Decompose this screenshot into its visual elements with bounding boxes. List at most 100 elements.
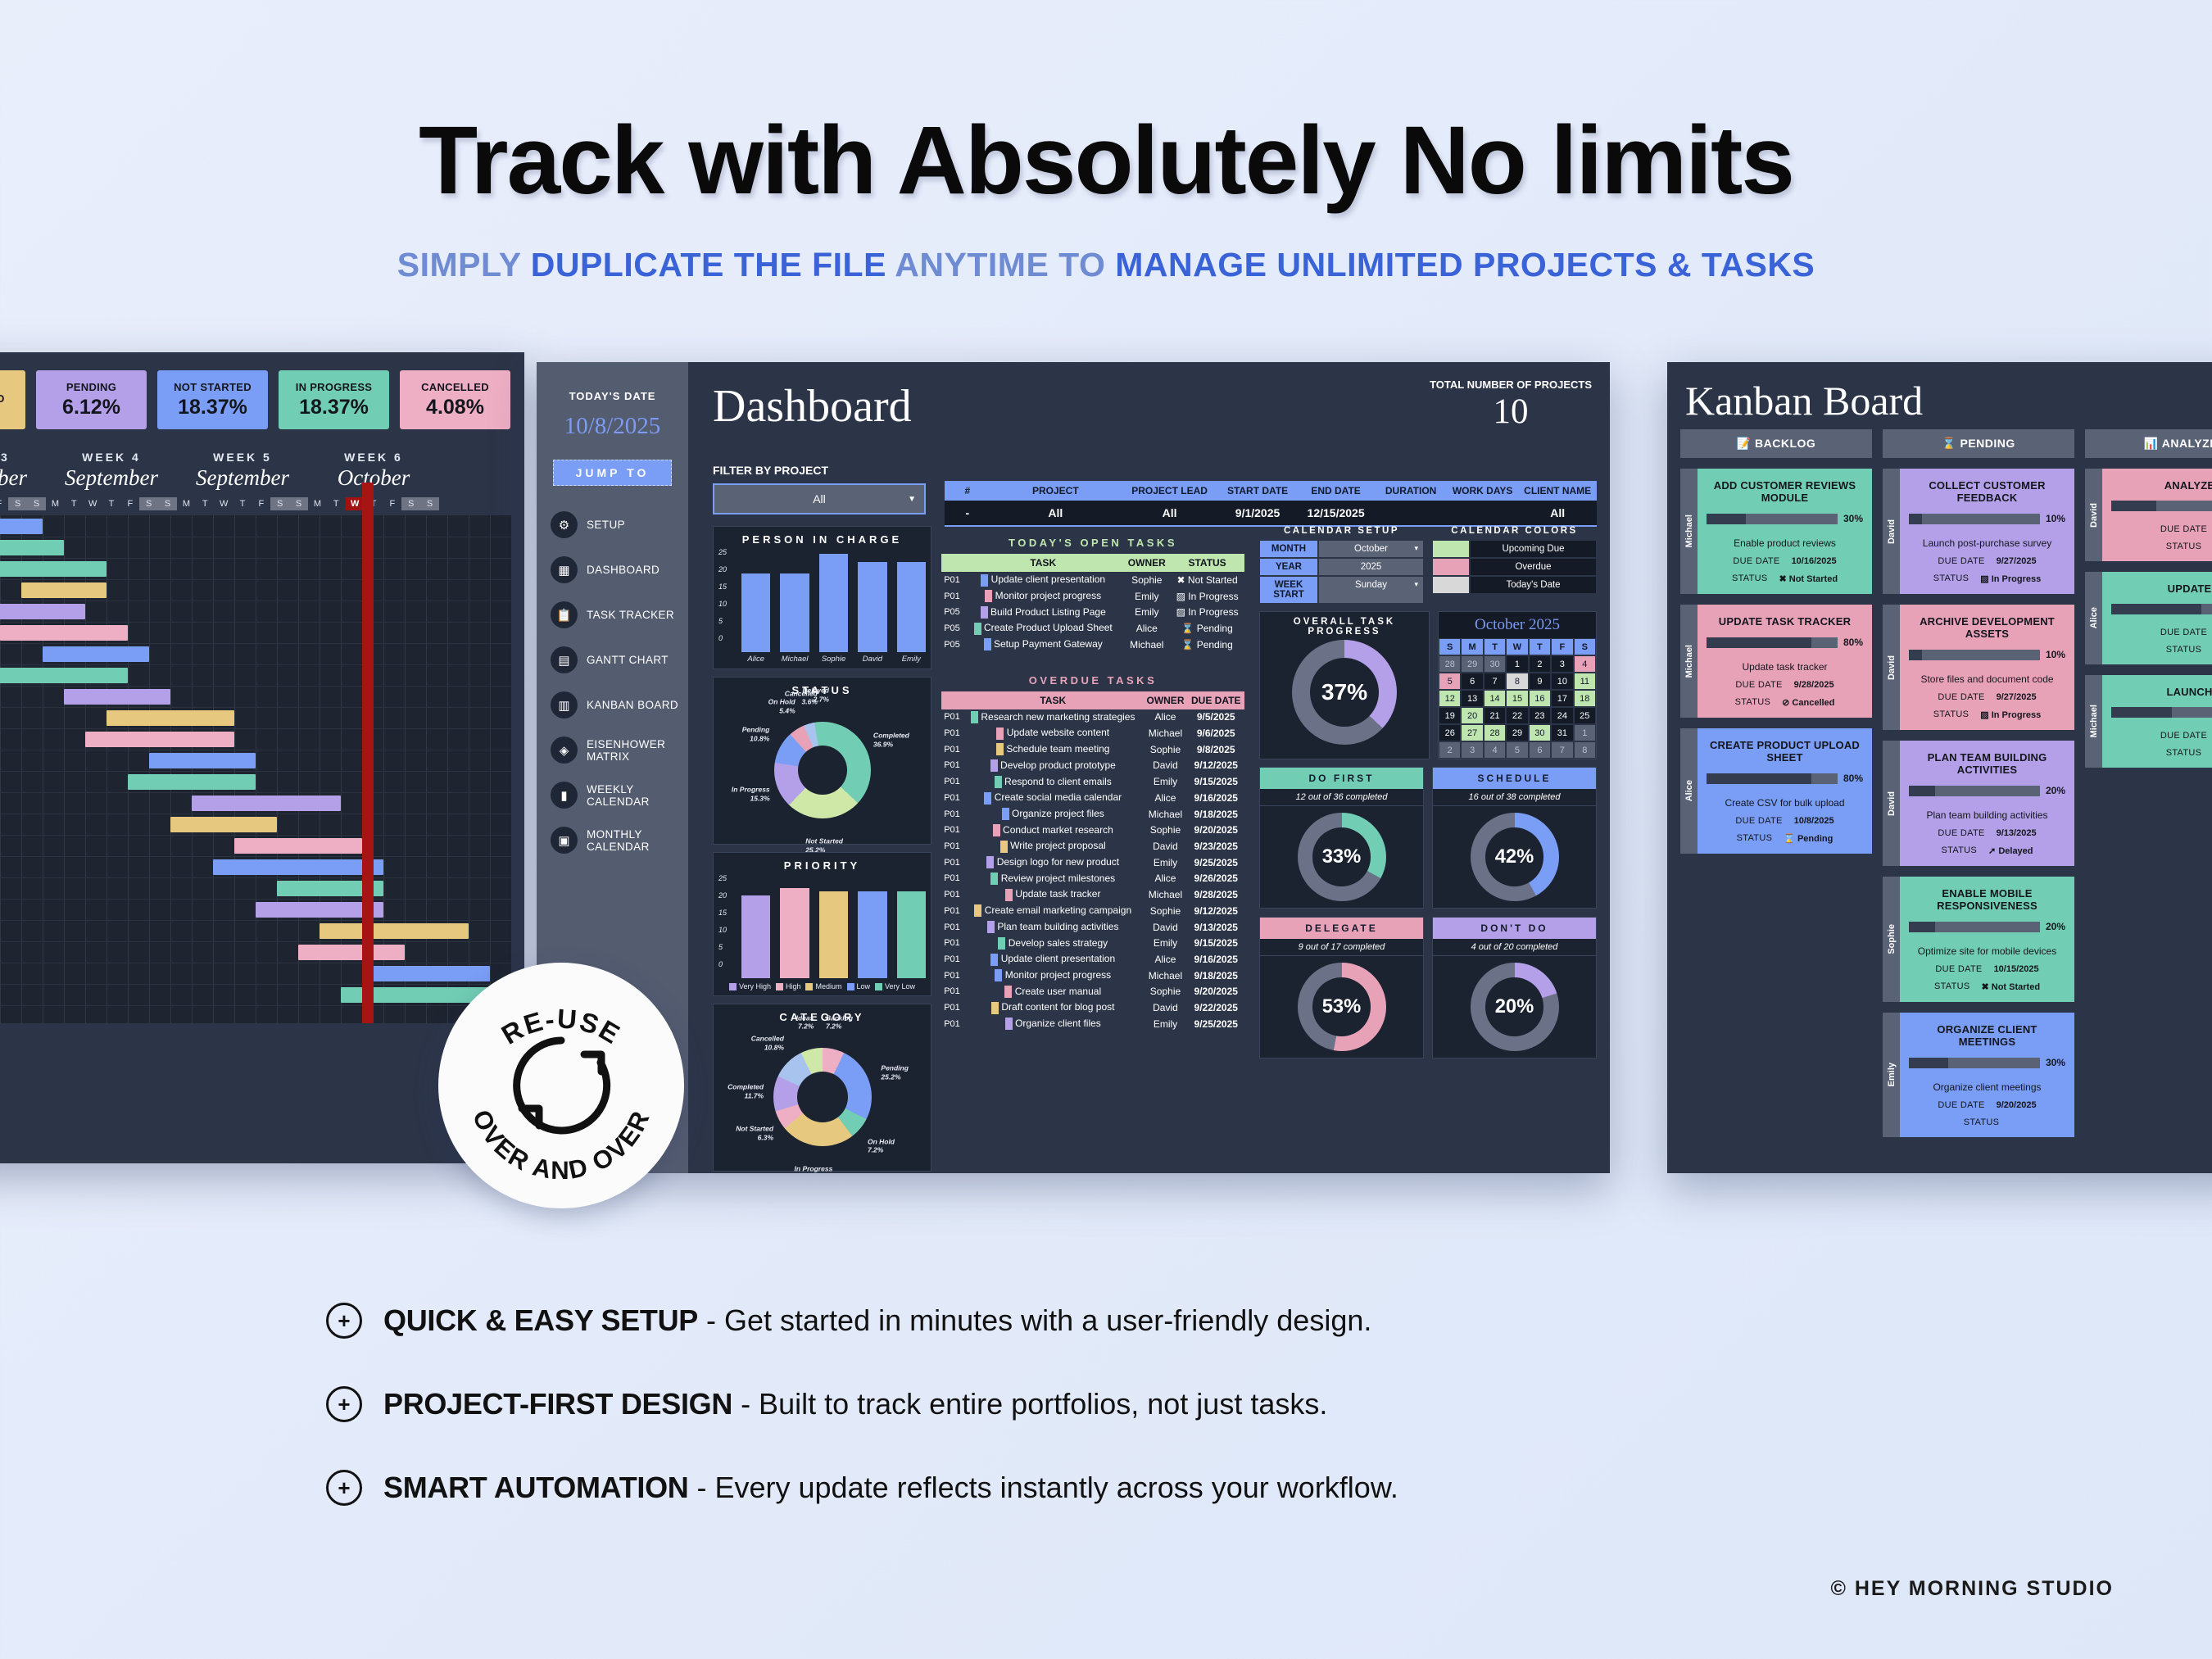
- kanban-columns[interactable]: 📝 BACKLOG Michael ADD CUSTOMER REVIEWS MOD…: [1667, 429, 2212, 1137]
- card-body[interactable]: ANALYZE DUE DATE STATUS: [2102, 469, 2212, 561]
- calendar-day[interactable]: 30: [1528, 724, 1552, 741]
- calendar-day[interactable]: 1: [1506, 655, 1529, 673]
- kanban-card[interactable]: David ANALYZE DUE DATE STATUS: [2085, 469, 2212, 561]
- calendar-day[interactable]: 7: [1551, 741, 1574, 759]
- gantt-bar[interactable]: [256, 902, 383, 918]
- calendar-day[interactable]: 24: [1551, 707, 1574, 724]
- card-body[interactable]: PLAN TEAM BUILDING ACTIVITIES 20% Plan tea…: [1900, 741, 2074, 866]
- calendar-day[interactable]: 28: [1439, 655, 1462, 673]
- calendar-day[interactable]: 28: [1483, 724, 1507, 741]
- kanban-column[interactable]: 📝 BACKLOG Michael ADD CUSTOMER REVIEWS MOD…: [1680, 429, 1872, 1137]
- gantt-bar[interactable]: [170, 817, 277, 832]
- card-body[interactable]: UPDATE DUE DATE STATUS: [2102, 572, 2212, 664]
- gantt-bar[interactable]: [107, 710, 234, 726]
- calendar-day[interactable]: 1: [1573, 724, 1596, 741]
- calendar-day[interactable]: 23: [1528, 707, 1552, 724]
- gantt-chart-panel[interactable]: COMPLETEDPENDING6.12%NOT STARTED18.37%IN…: [0, 352, 524, 1163]
- calendar-day[interactable]: 26: [1439, 724, 1462, 741]
- card-body[interactable]: ARCHIVE DEVELOPMENT ASSETS 10% Store files…: [1900, 605, 2074, 730]
- calendar-day[interactable]: 8: [1506, 673, 1529, 690]
- setup-row[interactable]: WEEK START Sunday ▾: [1259, 576, 1424, 604]
- month-calendar[interactable]: October 2025 S M T W T F S 28 29 30 1 2 3 4 5 6 7 8 9 10 11 1…: [1438, 611, 1597, 759]
- sidebar-item-eisenhower-matrix[interactable]: ◈ EISENHOWER MATRIX: [537, 728, 688, 773]
- setup-row[interactable]: MONTH October ▾: [1259, 540, 1424, 558]
- calendar-day[interactable]: 5: [1506, 741, 1529, 759]
- calendar-day[interactable]: 29: [1461, 655, 1484, 673]
- calendar-day[interactable]: 20: [1461, 707, 1484, 724]
- jump-to-button[interactable]: JUMP TO: [553, 460, 672, 486]
- setup-value[interactable]: October ▾: [1318, 540, 1424, 558]
- card-body[interactable]: ADD CUSTOMER REVIEWS MODULE 30% Enable pro…: [1698, 469, 1872, 594]
- kanban-card[interactable]: David COLLECT CUSTOMER FEEDBACK 10% Launch …: [1883, 469, 2074, 594]
- setup-value[interactable]: 2025: [1318, 558, 1424, 576]
- sidebar-item-task-tracker[interactable]: 📋 TASK TRACKER: [537, 592, 688, 637]
- calendar-day[interactable]: 19: [1439, 707, 1462, 724]
- kanban-card[interactable]: Sophie ENABLE MOBILE RESPONSIVENESS 20% Opt…: [1883, 877, 2074, 1002]
- gantt-timeline-grid[interactable]: [0, 483, 511, 1023]
- calendar-day[interactable]: 2: [1528, 655, 1552, 673]
- gantt-bar[interactable]: [43, 646, 149, 662]
- gantt-bar[interactable]: [320, 923, 469, 939]
- dashboard-panel[interactable]: HEY MORNING STUDIO TODAY'S DATE 10/8/202…: [537, 362, 1610, 1173]
- calendar-day[interactable]: 8: [1573, 741, 1596, 759]
- sidebar-item-monthly-calendar[interactable]: ▣ MONTHLY CALENDAR: [537, 818, 688, 863]
- setup-row[interactable]: YEAR 2025: [1259, 558, 1424, 576]
- card-body[interactable]: COLLECT CUSTOMER FEEDBACK 10% Launch post-…: [1900, 469, 2074, 594]
- calendar-day[interactable]: 11: [1573, 673, 1596, 690]
- calendar-day[interactable]: 27: [1461, 724, 1484, 741]
- sidebar-item-setup[interactable]: ⚙ SETUP: [537, 502, 688, 547]
- calendar-day[interactable]: 29: [1506, 724, 1529, 741]
- calendar-day[interactable]: 14: [1483, 690, 1507, 707]
- gantt-bar[interactable]: [0, 668, 128, 683]
- kanban-card[interactable]: Alice UPDATE DUE DATE STATUS: [2085, 572, 2212, 664]
- calendar-day[interactable]: 4: [1573, 655, 1596, 673]
- calendar-day[interactable]: 12: [1439, 690, 1462, 707]
- kanban-column[interactable]: 📊 ANALYZE David ANALYZE DUE DATE STATUS Alice…: [2085, 429, 2212, 1137]
- calendar-day[interactable]: 25: [1573, 707, 1596, 724]
- gantt-bar[interactable]: [64, 689, 170, 705]
- calendar-day[interactable]: 13: [1461, 690, 1484, 707]
- gantt-bar[interactable]: [149, 753, 256, 768]
- calendar-day[interactable]: 16: [1528, 690, 1552, 707]
- kanban-card[interactable]: Michael ADD CUSTOMER REVIEWS MODULE 30% Ena…: [1680, 469, 1872, 594]
- calendar-day[interactable]: 2: [1439, 741, 1462, 759]
- calendar-day[interactable]: 21: [1483, 707, 1507, 724]
- calendar-day[interactable]: 10: [1551, 673, 1574, 690]
- filter-by-project-select[interactable]: All ▼: [713, 483, 926, 514]
- card-body[interactable]: LAUNCH DUE DATE STATUS: [2102, 675, 2212, 768]
- card-body[interactable]: ORGANIZE CLIENT MEETINGS 30% Organize clie…: [1900, 1013, 2074, 1137]
- gantt-bar[interactable]: [0, 604, 85, 619]
- card-body[interactable]: ENABLE MOBILE RESPONSIVENESS 20% Optimize …: [1900, 877, 2074, 1002]
- calendar-day[interactable]: 18: [1573, 690, 1596, 707]
- gantt-bar[interactable]: [0, 561, 107, 577]
- gantt-bar[interactable]: [362, 966, 490, 981]
- gantt-bar[interactable]: [277, 881, 383, 896]
- gantt-bar[interactable]: [21, 582, 107, 598]
- sidebar-nav[interactable]: ⚙ SETUP ▦ DASHBOARD 📋 TASK TRACKER ▤ GANTT CHAR…: [537, 502, 688, 863]
- kanban-card[interactable]: David PLAN TEAM BUILDING ACTIVITIES 20% Pla…: [1883, 741, 2074, 866]
- gantt-bar[interactable]: [213, 859, 383, 875]
- kanban-card[interactable]: Emily ORGANIZE CLIENT MEETINGS 30% Organize…: [1883, 1013, 2074, 1137]
- calendar-day[interactable]: 3: [1461, 741, 1484, 759]
- calendar-day[interactable]: 9: [1528, 673, 1552, 690]
- calendar-day[interactable]: 4: [1483, 741, 1507, 759]
- calendar-day[interactable]: 5: [1439, 673, 1462, 690]
- gantt-bar[interactable]: [0, 625, 128, 641]
- calendar-day[interactable]: 6: [1528, 741, 1552, 759]
- gantt-bar[interactable]: [128, 774, 256, 790]
- calendar-day[interactable]: 17: [1551, 690, 1574, 707]
- calendar-day[interactable]: 6: [1461, 673, 1484, 690]
- sidebar-item-kanban-board[interactable]: ▥ KANBAN BOARD: [537, 682, 688, 728]
- kanban-card[interactable]: Michael UPDATE TASK TRACKER 80% Update task…: [1680, 605, 1872, 718]
- calendar-day[interactable]: 7: [1483, 673, 1507, 690]
- gantt-bar[interactable]: [341, 987, 490, 1003]
- calendar-day[interactable]: 31: [1551, 724, 1574, 741]
- gantt-bar[interactable]: [234, 838, 362, 854]
- sidebar-item-weekly-calendar[interactable]: ▮ WEEKLY CALENDAR: [537, 773, 688, 818]
- sidebar-item-dashboard[interactable]: ▦ DASHBOARD: [537, 547, 688, 592]
- calendar-day[interactable]: 22: [1506, 707, 1529, 724]
- kanban-card[interactable]: Alice CREATE PRODUCT UPLOAD SHEET 80% Creat…: [1680, 728, 1872, 854]
- kanban-column[interactable]: ⌛ PENDING David COLLECT CUSTOMER FEEDBACK 1…: [1883, 429, 2074, 1137]
- card-body[interactable]: CREATE PRODUCT UPLOAD SHEET 80% Create CSV…: [1698, 728, 1872, 854]
- calendar-day[interactable]: 30: [1483, 655, 1507, 673]
